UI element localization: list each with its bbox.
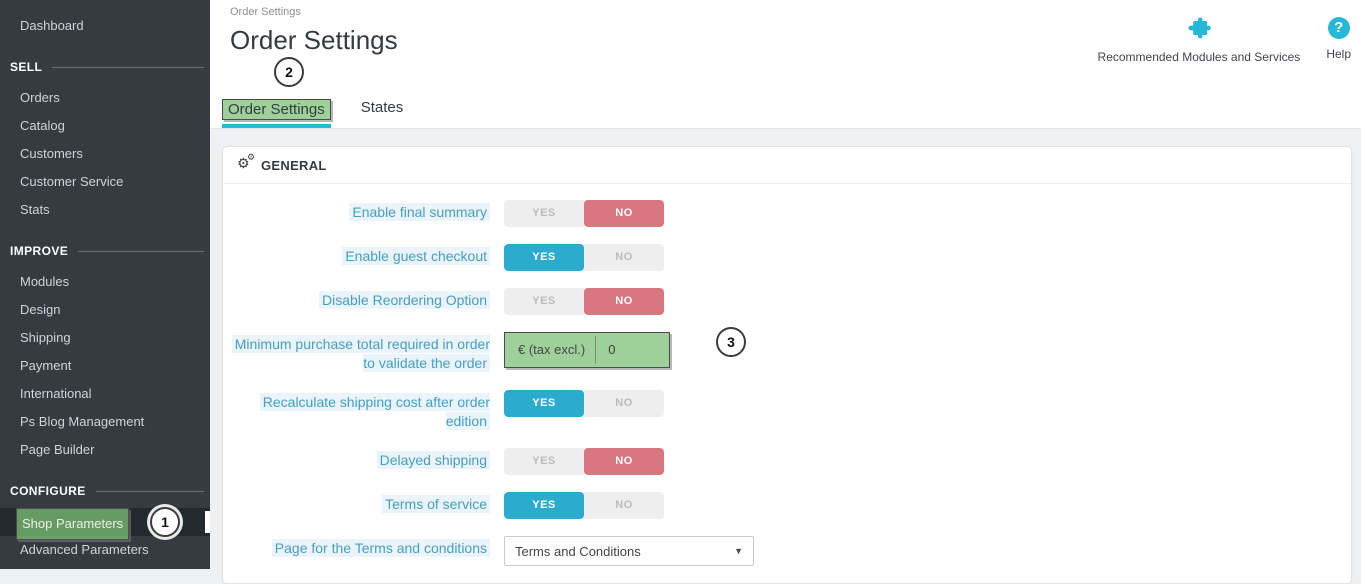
page-title: Order Settings <box>230 25 398 55</box>
select-value: Terms and Conditions <box>515 543 641 559</box>
form-row-minimum-purchase-total-required-in-order-to-validate-the-order: Minimum purchase total required in order… <box>223 332 1351 373</box>
header-tools: Recommended Modules and Services ? Help <box>1072 14 1351 64</box>
toggle-enable-guest-checkout: YES NO <box>504 244 664 271</box>
toggle-disable-reordering-option: YES NO <box>504 288 664 315</box>
cogs-icon: ⚙ ⚙ <box>237 152 256 171</box>
toggle-yes-button[interactable]: YES <box>504 448 584 475</box>
tab-order-settings[interactable]: Order Settings <box>222 99 331 128</box>
toggle-yes-button[interactable]: YES <box>504 492 584 519</box>
form-label: Enable guest checkout <box>223 244 490 266</box>
sidebar-item-catalog[interactable]: Catalog <box>20 118 65 133</box>
sidebar-item-modules[interactable]: Modules <box>20 274 70 289</box>
form-row-disable-reordering-option: Disable Reordering Option YES NO <box>223 288 1351 315</box>
toggle-no-button[interactable]: NO <box>584 244 664 271</box>
form-row-enable-final-summary: Enable final summary YES NO <box>223 200 1351 227</box>
toggle-terms-of-service: YES NO <box>504 492 664 519</box>
help-button[interactable]: ? Help <box>1326 14 1351 61</box>
sidebar-item-page-builder[interactable]: Page Builder <box>20 442 95 457</box>
puzzle-icon <box>1188 17 1211 39</box>
toggle-no-button[interactable]: NO <box>584 448 664 475</box>
form-label: Terms of service <box>223 492 490 514</box>
annotation-highlight: Order Settings <box>222 99 331 120</box>
help-icon: ? <box>1327 17 1350 39</box>
form-rows: Enable final summary YES NO Enable guest ch… <box>223 184 1351 566</box>
sidebar-sections: SELL Orders Catalog Customers Customer Servi… <box>0 53 210 564</box>
selected-indicator <box>205 511 210 533</box>
sidebar-item-customer-service[interactable]: Customer Service <box>20 174 124 189</box>
toggle-yes-button[interactable]: YES <box>504 200 584 227</box>
panel-title: GENERAL <box>261 157 327 173</box>
tab-bar: Order Settings States <box>222 99 433 128</box>
annotation-highlight: € (tax excl.) 0 <box>504 332 671 368</box>
recommended-modules-button[interactable]: Recommended Modules and Services <box>1097 14 1301 64</box>
min-purchase-input-group: € (tax excl.) 0 <box>508 336 666 364</box>
sidebar-section-header-sell: SELL <box>0 53 210 81</box>
annotation-step-3: 3 <box>716 327 746 357</box>
sidebar-section-header-configure: CONFIGURE <box>0 477 210 505</box>
form-label: Recalculate shipping cost after order ed… <box>223 390 490 431</box>
dropdown-caret-icon: ▼ <box>734 546 743 556</box>
tab-states[interactable]: States <box>360 99 404 116</box>
sidebar: Dashboard SELL Orders Catalog Customers Cust… <box>0 0 210 569</box>
sidebar-item-design[interactable]: Design <box>20 302 61 317</box>
annotation-step-1: 1 <box>150 507 180 537</box>
form-row-terms-of-service: Terms of service YES NO <box>223 492 1351 519</box>
section-divider-line <box>78 250 204 252</box>
form-row-recalculate-shipping-cost-after-order-edition: Recalculate shipping cost after order ed… <box>223 390 1351 431</box>
form-label: Page for the Terms and conditions <box>223 536 490 558</box>
toggle-no-button[interactable]: NO <box>584 200 664 227</box>
sidebar-item-payment[interactable]: Payment <box>20 358 72 373</box>
sidebar-item-shipping[interactable]: Shipping <box>20 330 71 345</box>
form-label: Minimum purchase total required in order… <box>223 332 490 373</box>
annotation-highlight: Shop Parameters <box>16 508 130 540</box>
form-label: Delayed shipping <box>223 448 490 470</box>
toggle-no-button[interactable]: NO <box>584 288 664 315</box>
toggle-yes-button[interactable]: YES <box>504 288 584 315</box>
help-label: Help <box>1326 47 1351 61</box>
form-row-enable-guest-checkout: Enable guest checkout YES NO <box>223 244 1351 271</box>
toggle-no-button[interactable]: NO <box>584 492 664 519</box>
sidebar-section-header-improve: IMPROVE <box>0 237 210 265</box>
sidebar-item-ps-blog-management[interactable]: Ps Blog Management <box>20 414 145 429</box>
min-purchase-input[interactable]: 0 <box>608 342 616 357</box>
terms-page-select[interactable]: Terms and Conditions ▼ <box>504 536 754 566</box>
toggle-enable-final-summary: YES NO <box>504 200 664 227</box>
toggle-delayed-shipping: YES NO <box>504 448 664 475</box>
breadcrumb: Order Settings <box>230 6 301 18</box>
section-divider-line <box>52 66 204 68</box>
sidebar-item-dashboard[interactable]: Dashboard <box>20 18 84 33</box>
section-divider-line <box>95 490 204 492</box>
toggle-no-button[interactable]: NO <box>584 390 664 417</box>
panel-header: ⚙ ⚙ GENERAL <box>223 147 1351 184</box>
page-header: Order Settings Order Settings Order Sett… <box>210 0 1361 129</box>
toggle-yes-button[interactable]: YES <box>504 244 584 271</box>
toggle-yes-button[interactable]: YES <box>504 390 584 417</box>
recommended-modules-label: Recommended Modules and Services <box>1097 50 1301 64</box>
sidebar-item-advanced-parameters[interactable]: Advanced Parameters <box>20 542 149 557</box>
general-panel: ⚙ ⚙ GENERAL Enable final summary YES NO Enab… <box>222 146 1352 584</box>
currency-prefix: € (tax excl.) <box>508 336 597 364</box>
form-row-page-for-the-terms-and-conditions: Page for the Terms and conditions Terms a… <box>223 536 1351 566</box>
content-area: ⚙ ⚙ GENERAL Enable final summary YES NO Enab… <box>210 129 1361 584</box>
sidebar-item-stats[interactable]: Stats <box>20 202 50 217</box>
sidebar-item-international[interactable]: International <box>20 386 92 401</box>
annotation-step-2: 2 <box>274 57 304 87</box>
sidebar-item-customers[interactable]: Customers <box>20 146 83 161</box>
form-label: Enable final summary <box>223 200 490 222</box>
form-row-delayed-shipping: Delayed shipping YES NO <box>223 448 1351 475</box>
form-label: Disable Reordering Option <box>223 288 490 310</box>
sidebar-item-orders[interactable]: Orders <box>20 90 60 105</box>
toggle-recalculate-shipping-cost-after-order-edition: YES NO <box>504 390 664 417</box>
